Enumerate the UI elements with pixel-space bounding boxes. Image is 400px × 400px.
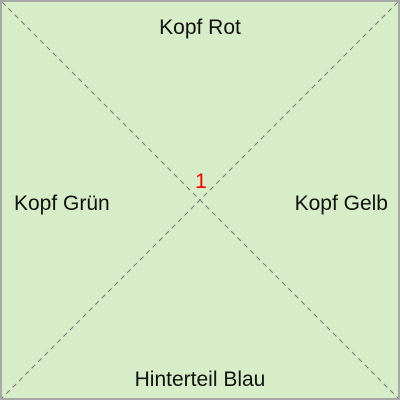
tile-number: 1 [195, 170, 207, 193]
edge-label-bottom: Hinterteil Blau [134, 368, 266, 391]
edge-label-left: Kopf Grün [14, 192, 110, 215]
edge-label-right: Kopf Gelb [294, 192, 388, 215]
edge-label-top: Kopf Rot [159, 16, 241, 39]
